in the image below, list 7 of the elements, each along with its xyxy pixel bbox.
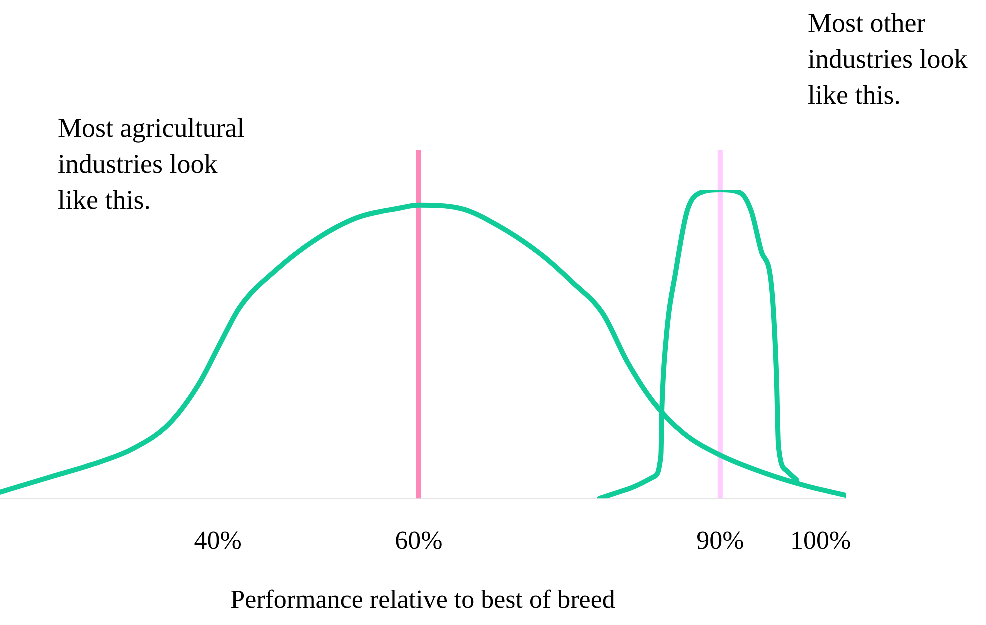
x-tick-label: 40% (194, 526, 242, 556)
x-tick-label: 60% (395, 526, 443, 556)
x-tick-label: 90% (696, 526, 744, 556)
text: Most other industries look like this. (808, 7, 969, 112)
x-tick-label: 100% (790, 526, 852, 556)
annotation: Most agricultural industries look like this. (58, 112, 246, 217)
x-axis-title: Performance relative to best of breed (230, 585, 616, 614)
